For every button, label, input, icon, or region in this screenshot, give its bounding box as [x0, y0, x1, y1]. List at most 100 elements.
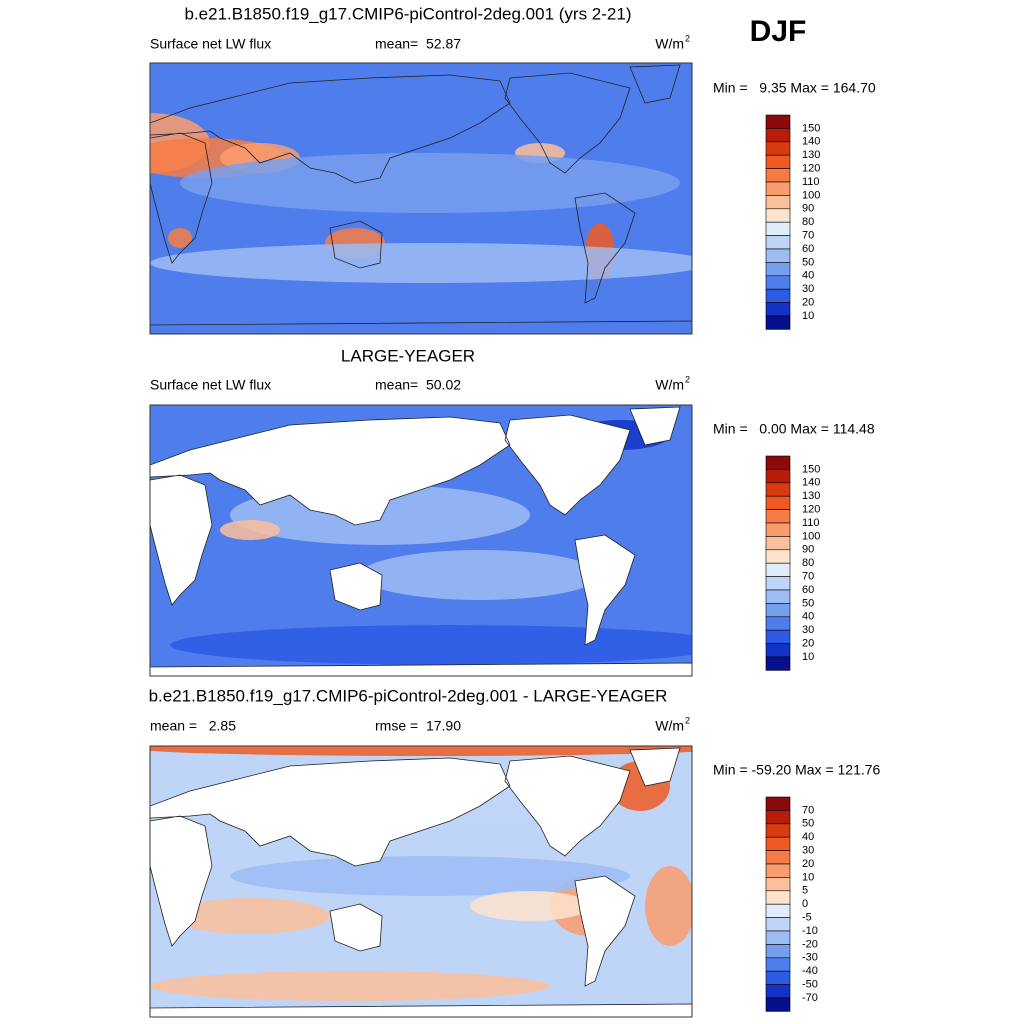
colorbar-label: 80: [802, 216, 814, 228]
colorbar-label: 30: [802, 283, 814, 295]
contour-region: [190, 273, 692, 323]
colorbar-box: [765, 482, 791, 497]
colorbar-label: 70: [802, 230, 814, 242]
colorbar-label: 20: [802, 858, 814, 870]
colorbar-label: 30: [802, 624, 814, 636]
colorbar-box: [765, 195, 791, 210]
panel-title: LARGE-YEAGER: [341, 346, 475, 365]
colorbar-box: [765, 877, 791, 892]
units: W/m: [655, 377, 684, 393]
colorbar-box: [765, 235, 791, 250]
colorbar-box: [765, 997, 791, 1012]
units-sup: 2: [685, 374, 690, 384]
colorbar-label: 50: [802, 256, 814, 268]
contour-region: [180, 153, 680, 213]
colorbar-box: [765, 208, 791, 223]
units-sup: 2: [685, 33, 690, 43]
colorbar-box: [765, 262, 791, 277]
colorbar-box: [765, 141, 791, 156]
colorbar-box: [765, 154, 791, 169]
colorbar-label: -5: [802, 912, 812, 924]
left-label: mean = 2.85: [150, 718, 236, 734]
colorbar-box: [765, 589, 791, 604]
colorbar-label: 5: [802, 885, 808, 897]
colorbar-label: 60: [802, 243, 814, 255]
panel-title: b.e21.B1850.f19_g17.CMIP6-piControl-2deg…: [185, 4, 632, 23]
colorbar-box: [765, 549, 791, 564]
colorbar-box: [765, 168, 791, 183]
colorbar-box: [765, 181, 791, 196]
colorbar-label: 20: [802, 638, 814, 650]
colorbar-box: [765, 522, 791, 537]
colorbar-box: [765, 128, 791, 143]
colorbar-box: [765, 114, 791, 129]
contour-region: [170, 625, 692, 665]
colorbar-box: [765, 603, 791, 618]
colorbar-label: 140: [802, 136, 820, 148]
colorbar-label: 150: [802, 122, 820, 134]
center-label: mean= 50.02: [375, 377, 461, 393]
colorbar-label: -30: [802, 952, 818, 964]
colorbar-label: -10: [802, 925, 818, 937]
colorbar-box: [765, 455, 791, 470]
colorbar-label: -20: [802, 938, 818, 950]
colorbar-box: [765, 315, 791, 330]
center-label: rmse = 17.90: [375, 718, 461, 734]
colorbar-box: [765, 970, 791, 985]
colorbar-label: 120: [802, 504, 820, 516]
colorbar-label: 60: [802, 584, 814, 596]
colorbar-label: 70: [802, 804, 814, 816]
colorbar-box: [765, 562, 791, 577]
map: [150, 63, 692, 334]
colorbar-label: -70: [802, 992, 818, 1004]
contour-region: [470, 891, 590, 921]
colorbar-label: 140: [802, 477, 820, 489]
colorbar-label: 100: [802, 530, 820, 542]
colorbar-box: [765, 850, 791, 865]
colorbar-box: [765, 616, 791, 631]
colorbar-box: [765, 221, 791, 236]
min-max: Min = -59.20 Max = 121.76: [713, 762, 881, 778]
panel: b.e21.B1850.f19_g17.CMIP6-piControl-2deg…: [149, 4, 876, 335]
colorbar-box: [765, 863, 791, 878]
left-label: Surface net LW flux: [150, 377, 271, 393]
contour-region: [170, 898, 330, 934]
left-label: Surface net LW flux: [150, 36, 271, 52]
center-label: mean= 52.87: [375, 36, 461, 52]
season-label: DJF: [750, 15, 807, 48]
colorbar-box: [765, 944, 791, 959]
units: W/m: [655, 718, 684, 734]
colorbar-box: [765, 288, 791, 303]
contour-region: [150, 971, 550, 1001]
map: [150, 746, 692, 1017]
colorbar-box: [765, 796, 791, 811]
colorbar-box: [765, 917, 791, 932]
colorbar-box: [765, 275, 791, 290]
contour-region: [360, 550, 600, 600]
colorbar-box: [765, 984, 791, 999]
colorbar-label: 10: [802, 651, 814, 663]
colorbar-box: [765, 629, 791, 644]
colorbar-label: 100: [802, 189, 820, 201]
colorbar-box: [765, 890, 791, 905]
map-frame: [149, 404, 693, 677]
colorbar-box: [765, 469, 791, 484]
colorbar-box: [765, 957, 791, 972]
colorbar-label: 90: [802, 203, 814, 215]
colorbar-label: 40: [802, 270, 814, 282]
contour-region: [150, 746, 692, 756]
colorbar-label: 150: [802, 463, 820, 475]
colorbar-label: 130: [802, 490, 820, 502]
colorbar-label: 80: [802, 557, 814, 569]
colorbar-label: 0: [802, 898, 808, 910]
colorbar-box: [765, 823, 791, 838]
contour-region: [230, 856, 630, 896]
colorbar-label: -50: [802, 979, 818, 991]
contour-region: [220, 520, 280, 540]
units: W/m: [655, 36, 684, 52]
colorbar-label: 70: [802, 571, 814, 583]
colorbar-label: 10: [802, 310, 814, 322]
colorbar-box: [765, 302, 791, 317]
contour-region: [645, 866, 692, 946]
